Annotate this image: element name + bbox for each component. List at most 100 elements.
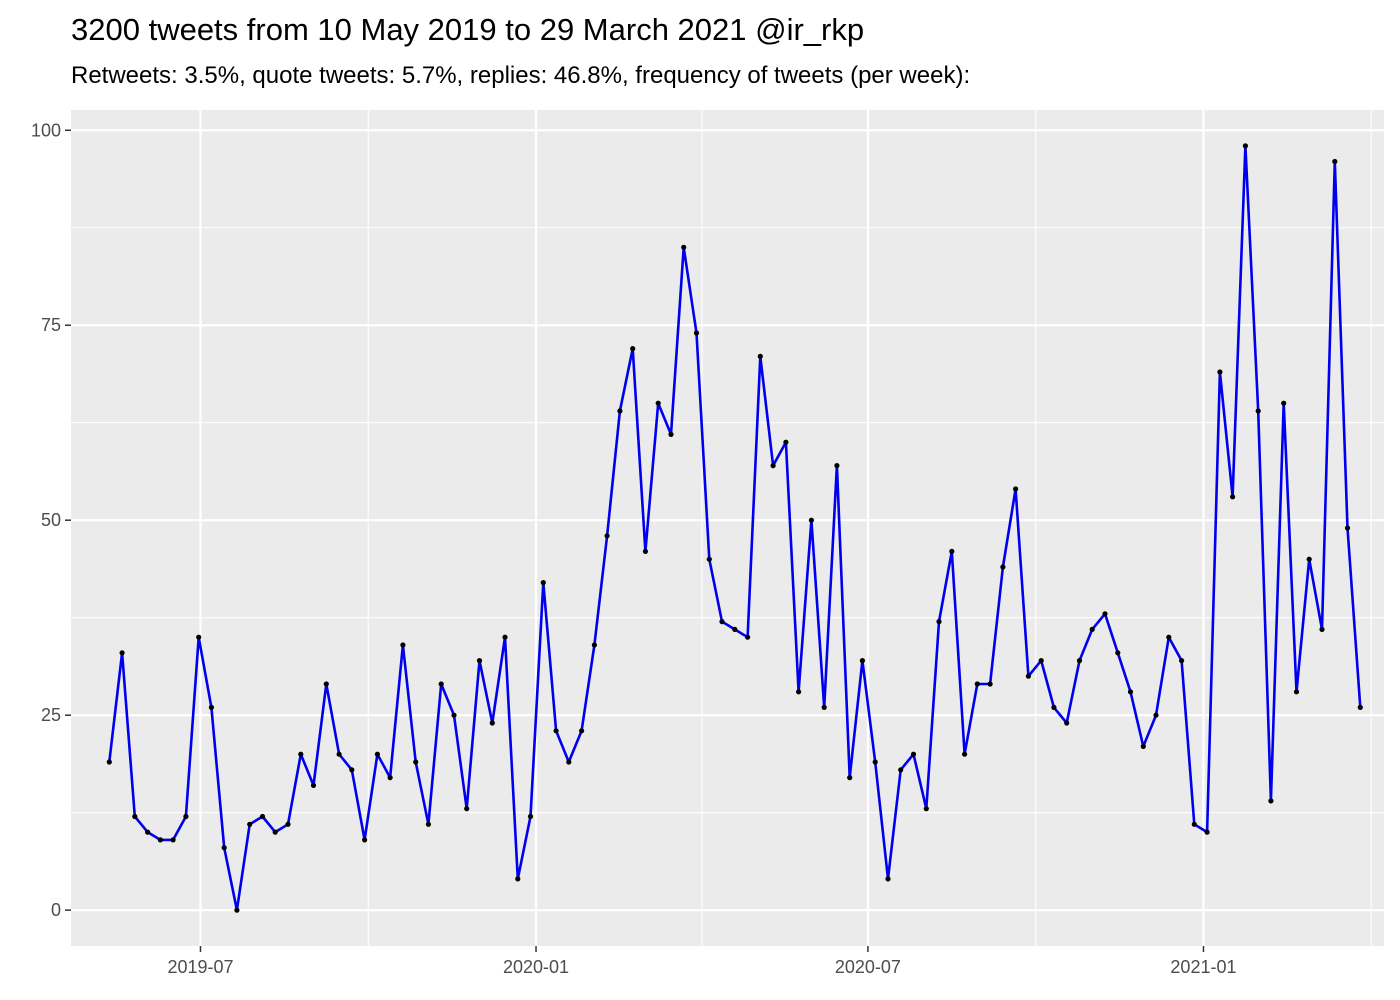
data-point xyxy=(770,463,776,469)
data-point xyxy=(540,580,546,586)
data-point xyxy=(693,330,700,336)
data-point xyxy=(1064,720,1070,726)
data-point xyxy=(1038,658,1044,664)
data-point xyxy=(668,431,674,437)
data-point xyxy=(1344,525,1351,531)
data-point xyxy=(515,876,521,882)
data-point xyxy=(298,751,304,757)
data-point xyxy=(1115,650,1121,656)
data-point xyxy=(1255,408,1261,414)
data-point xyxy=(617,408,623,414)
data-point xyxy=(1242,143,1248,149)
data-point xyxy=(323,681,329,687)
data-point xyxy=(859,658,866,664)
data-point xyxy=(719,619,725,625)
data-point xyxy=(310,782,317,789)
data-point xyxy=(1089,626,1095,633)
data-point xyxy=(272,829,278,835)
data-point xyxy=(1204,829,1210,835)
data-point xyxy=(145,829,151,835)
data-point xyxy=(757,353,763,359)
data-point xyxy=(681,244,687,250)
data-point xyxy=(923,806,929,812)
data-point xyxy=(1140,743,1146,750)
data-point xyxy=(1230,494,1236,500)
data-point xyxy=(221,845,227,851)
data-point xyxy=(655,400,661,406)
data-point xyxy=(898,767,904,773)
data-point xyxy=(1191,821,1197,827)
data-point xyxy=(987,681,993,687)
data-point xyxy=(566,759,572,765)
data-point xyxy=(910,751,917,757)
data-point xyxy=(374,751,380,757)
y-tick-label: 50 xyxy=(41,510,61,530)
data-point xyxy=(579,728,585,734)
y-tick-label: 100 xyxy=(31,120,61,140)
data-point xyxy=(234,907,240,913)
data-point xyxy=(119,650,125,656)
data-point xyxy=(1179,658,1185,664)
data-point xyxy=(208,704,214,711)
data-point xyxy=(132,813,138,820)
plot-panel xyxy=(71,110,1384,946)
data-point xyxy=(1217,369,1223,375)
data-point xyxy=(502,634,508,640)
data-point xyxy=(1013,486,1019,492)
data-point xyxy=(1076,658,1083,664)
data-point xyxy=(183,813,189,820)
data-point xyxy=(783,439,789,445)
data-point xyxy=(1319,626,1325,633)
data-point xyxy=(847,775,853,781)
data-point xyxy=(464,806,470,812)
data-point xyxy=(157,837,163,843)
data-point xyxy=(872,759,878,765)
data-point xyxy=(604,533,610,539)
data-point xyxy=(425,821,431,827)
data-point xyxy=(885,876,891,882)
data-point xyxy=(808,517,815,523)
y-tick-label: 75 xyxy=(41,315,61,335)
data-point xyxy=(1153,712,1159,718)
data-point xyxy=(949,548,955,555)
data-point xyxy=(400,642,406,648)
data-point xyxy=(170,837,176,843)
data-point xyxy=(1281,400,1287,406)
data-point xyxy=(1268,798,1274,804)
data-point xyxy=(796,689,802,695)
data-point xyxy=(106,759,112,765)
data-point xyxy=(974,681,980,687)
data-point xyxy=(962,751,968,757)
y-tick-label: 0 xyxy=(51,900,61,920)
data-point xyxy=(247,821,253,827)
data-point xyxy=(387,775,393,781)
data-point xyxy=(451,712,457,718)
data-point xyxy=(630,346,636,352)
data-point xyxy=(821,704,827,711)
data-point xyxy=(196,634,202,640)
data-point xyxy=(706,556,712,562)
data-point xyxy=(1293,689,1300,695)
data-point xyxy=(1127,689,1134,695)
data-point xyxy=(1166,634,1172,640)
y-tick-label: 25 xyxy=(41,705,61,725)
data-point xyxy=(745,634,751,640)
data-point xyxy=(642,548,649,555)
data-point xyxy=(1000,564,1006,570)
data-point xyxy=(591,642,598,648)
data-point xyxy=(1357,704,1363,711)
x-tick-label: 2020-07 xyxy=(835,957,901,977)
data-point xyxy=(362,837,368,843)
data-point xyxy=(259,813,266,820)
data-point xyxy=(1332,158,1338,165)
data-point xyxy=(413,759,419,765)
chart-title: 3200 tweets from 10 May 2019 to 29 March… xyxy=(71,12,865,47)
data-point xyxy=(336,751,342,757)
data-point xyxy=(732,626,738,633)
x-tick-label: 2019-07 xyxy=(167,957,233,977)
data-point xyxy=(834,463,840,469)
data-point xyxy=(936,619,942,625)
data-point xyxy=(1306,556,1312,562)
